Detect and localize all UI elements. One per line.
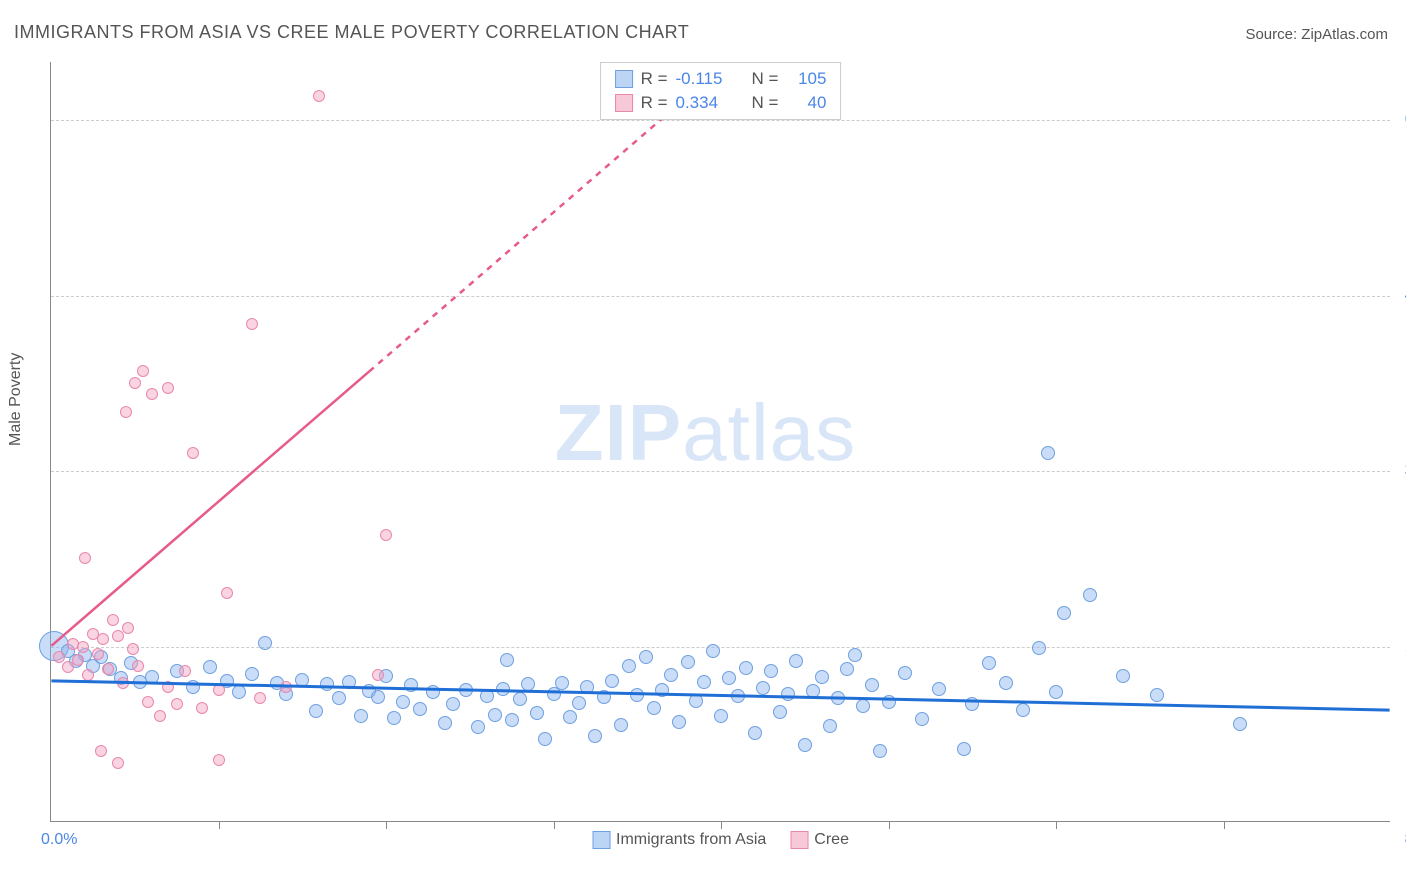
correlation-legend: R = -0.115 N = 105 R = 0.334 N = 40 (600, 62, 842, 120)
y-tick-label: 15.0% (1395, 638, 1406, 656)
legend-label: Immigrants from Asia (616, 831, 766, 849)
n-value: 105 (786, 69, 826, 89)
r-value: 0.334 (676, 93, 736, 113)
legend-row: R = 0.334 N = 40 (615, 91, 827, 115)
r-value: -0.115 (676, 69, 736, 89)
legend-item: Immigrants from Asia (592, 831, 766, 849)
x-max-label: 80.0% (1395, 831, 1406, 849)
legend-swatch (592, 831, 610, 849)
legend-swatch (615, 94, 633, 112)
n-value: 40 (786, 93, 826, 113)
plot-area: ZIPatlas R =-0.115N =105R =0.334N =40 0.… (50, 62, 1390, 822)
y-axis-label: Male Poverty (7, 353, 25, 446)
x-tick (554, 821, 555, 829)
source-label: Source: ZipAtlas.com (1245, 26, 1388, 43)
y-tick-label: 60.0% (1395, 111, 1406, 129)
x-tick (889, 821, 890, 829)
legend-swatch (615, 70, 633, 88)
n-label: N = (752, 93, 779, 113)
legend-row: R = -0.115 N = 105 (615, 67, 827, 91)
r-label: R = (641, 93, 668, 113)
series-legend: Immigrants from Asia Cree (592, 831, 849, 849)
x-origin-label: 0.0% (41, 831, 77, 849)
x-tick (1224, 821, 1225, 829)
x-tick (721, 821, 722, 829)
x-tick (1056, 821, 1057, 829)
chart-title: IMMIGRANTS FROM ASIA VS CREE MALE POVERT… (14, 22, 689, 43)
trend-lines (51, 62, 1390, 821)
x-tick (386, 821, 387, 829)
y-tick-label: 30.0% (1395, 462, 1406, 480)
legend-item: Cree (790, 831, 849, 849)
x-tick (219, 821, 220, 829)
legend-swatch (790, 831, 808, 849)
r-label: R = (641, 69, 668, 89)
n-label: N = (752, 69, 779, 89)
legend-label: Cree (814, 831, 849, 849)
y-tick-label: 45.0% (1395, 287, 1406, 305)
